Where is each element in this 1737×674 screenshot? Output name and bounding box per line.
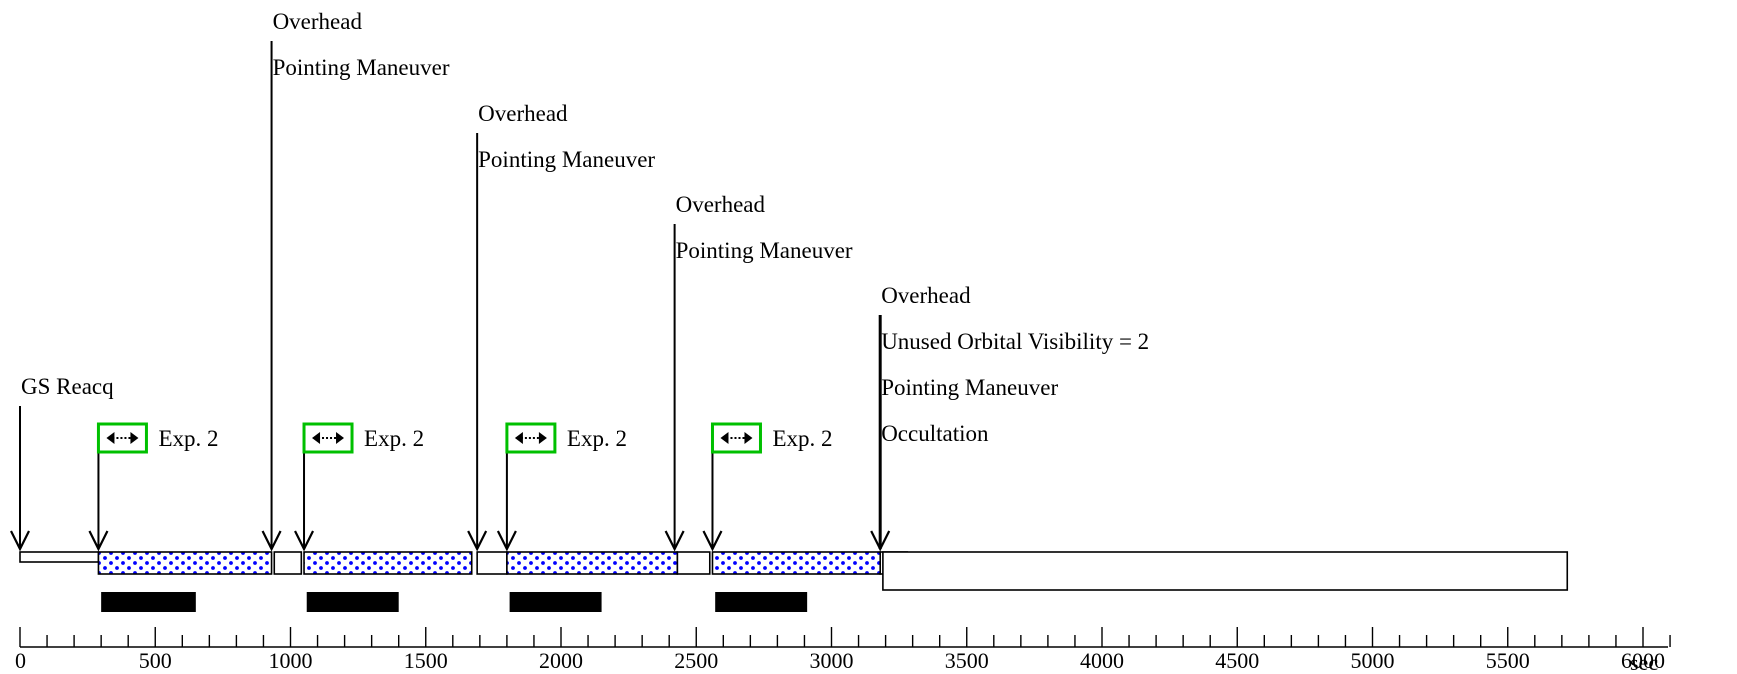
exposure-bar <box>97 551 273 575</box>
down-arrow-icon <box>664 530 685 552</box>
overhead-segment <box>273 551 303 575</box>
event-label: Occultation <box>881 421 989 446</box>
overhead-segment <box>476 551 508 575</box>
down-arrow-icon <box>467 530 488 552</box>
event-label: GS Reacq <box>21 374 114 399</box>
double-arrow-icon <box>106 432 139 444</box>
tick-label: 5500 <box>1486 648 1530 673</box>
double-arrow-icon <box>720 432 753 444</box>
event-label: Overhead <box>478 101 568 126</box>
overhead-segment <box>19 551 100 563</box>
exposure-box <box>96 422 148 454</box>
exposure-bar <box>303 551 473 575</box>
event-label: Pointing Maneuver <box>478 147 655 172</box>
double-arrow-icon <box>312 432 345 444</box>
double-arrow-icon <box>514 432 547 444</box>
down-arrow-icon <box>870 530 891 552</box>
event-label: Unused Orbital Visibility = 2 <box>881 329 1149 354</box>
event-label: Overhead <box>881 283 971 308</box>
tick-label: 1500 <box>404 648 448 673</box>
event-label: Overhead <box>273 9 363 34</box>
exposure-label: Exp. 2 <box>364 426 424 451</box>
tick-label: 500 <box>139 648 172 673</box>
readout-bar <box>715 592 808 612</box>
event-label: Pointing Maneuver <box>881 375 1058 400</box>
occultation-block <box>882 551 1569 591</box>
down-arrow-icon <box>496 530 517 552</box>
event-label: Overhead <box>676 192 766 217</box>
tick-label: 2500 <box>674 648 718 673</box>
tick-label: 1000 <box>269 648 313 673</box>
down-arrow-icon <box>10 530 30 552</box>
arrow-right-head <box>744 432 753 444</box>
arrow-left-head <box>312 432 321 444</box>
exposure-label: Exp. 2 <box>567 426 627 451</box>
tick-label: 0 <box>15 648 26 673</box>
tick-label: 2000 <box>539 648 583 673</box>
axis-unit-label: sec <box>1630 650 1658 674</box>
down-arrow-icon <box>702 530 723 552</box>
readout-bar <box>509 592 602 612</box>
tick-label: 4000 <box>1080 648 1124 673</box>
exposure-label: Exp. 2 <box>772 426 832 451</box>
event-label: Pointing Maneuver <box>676 238 853 263</box>
overhead-segment <box>676 551 711 575</box>
exposure-bar <box>506 551 679 575</box>
down-arrow-icon <box>294 530 315 552</box>
tick-label: 5000 <box>1351 648 1395 673</box>
arrow-left-head <box>514 432 523 444</box>
tick-label: 3500 <box>945 648 989 673</box>
tick-label: 6000 <box>1621 648 1665 673</box>
tick-label: 3000 <box>810 648 854 673</box>
readout-bar <box>306 592 399 612</box>
arrow-left-head <box>106 432 115 444</box>
event-label: Pointing Maneuver <box>273 55 450 80</box>
arrow-right-head <box>130 432 139 444</box>
exposure-bar <box>711 551 881 575</box>
exposure-label: Exp. 2 <box>158 426 218 451</box>
down-arrow-icon <box>88 530 109 552</box>
arrow-right-head <box>336 432 345 444</box>
readout-bar <box>101 592 196 612</box>
tick-label: 4500 <box>1215 648 1259 673</box>
arrow-right-head <box>538 432 547 444</box>
arrow-left-head <box>720 432 729 444</box>
down-arrow-icon <box>261 530 282 552</box>
